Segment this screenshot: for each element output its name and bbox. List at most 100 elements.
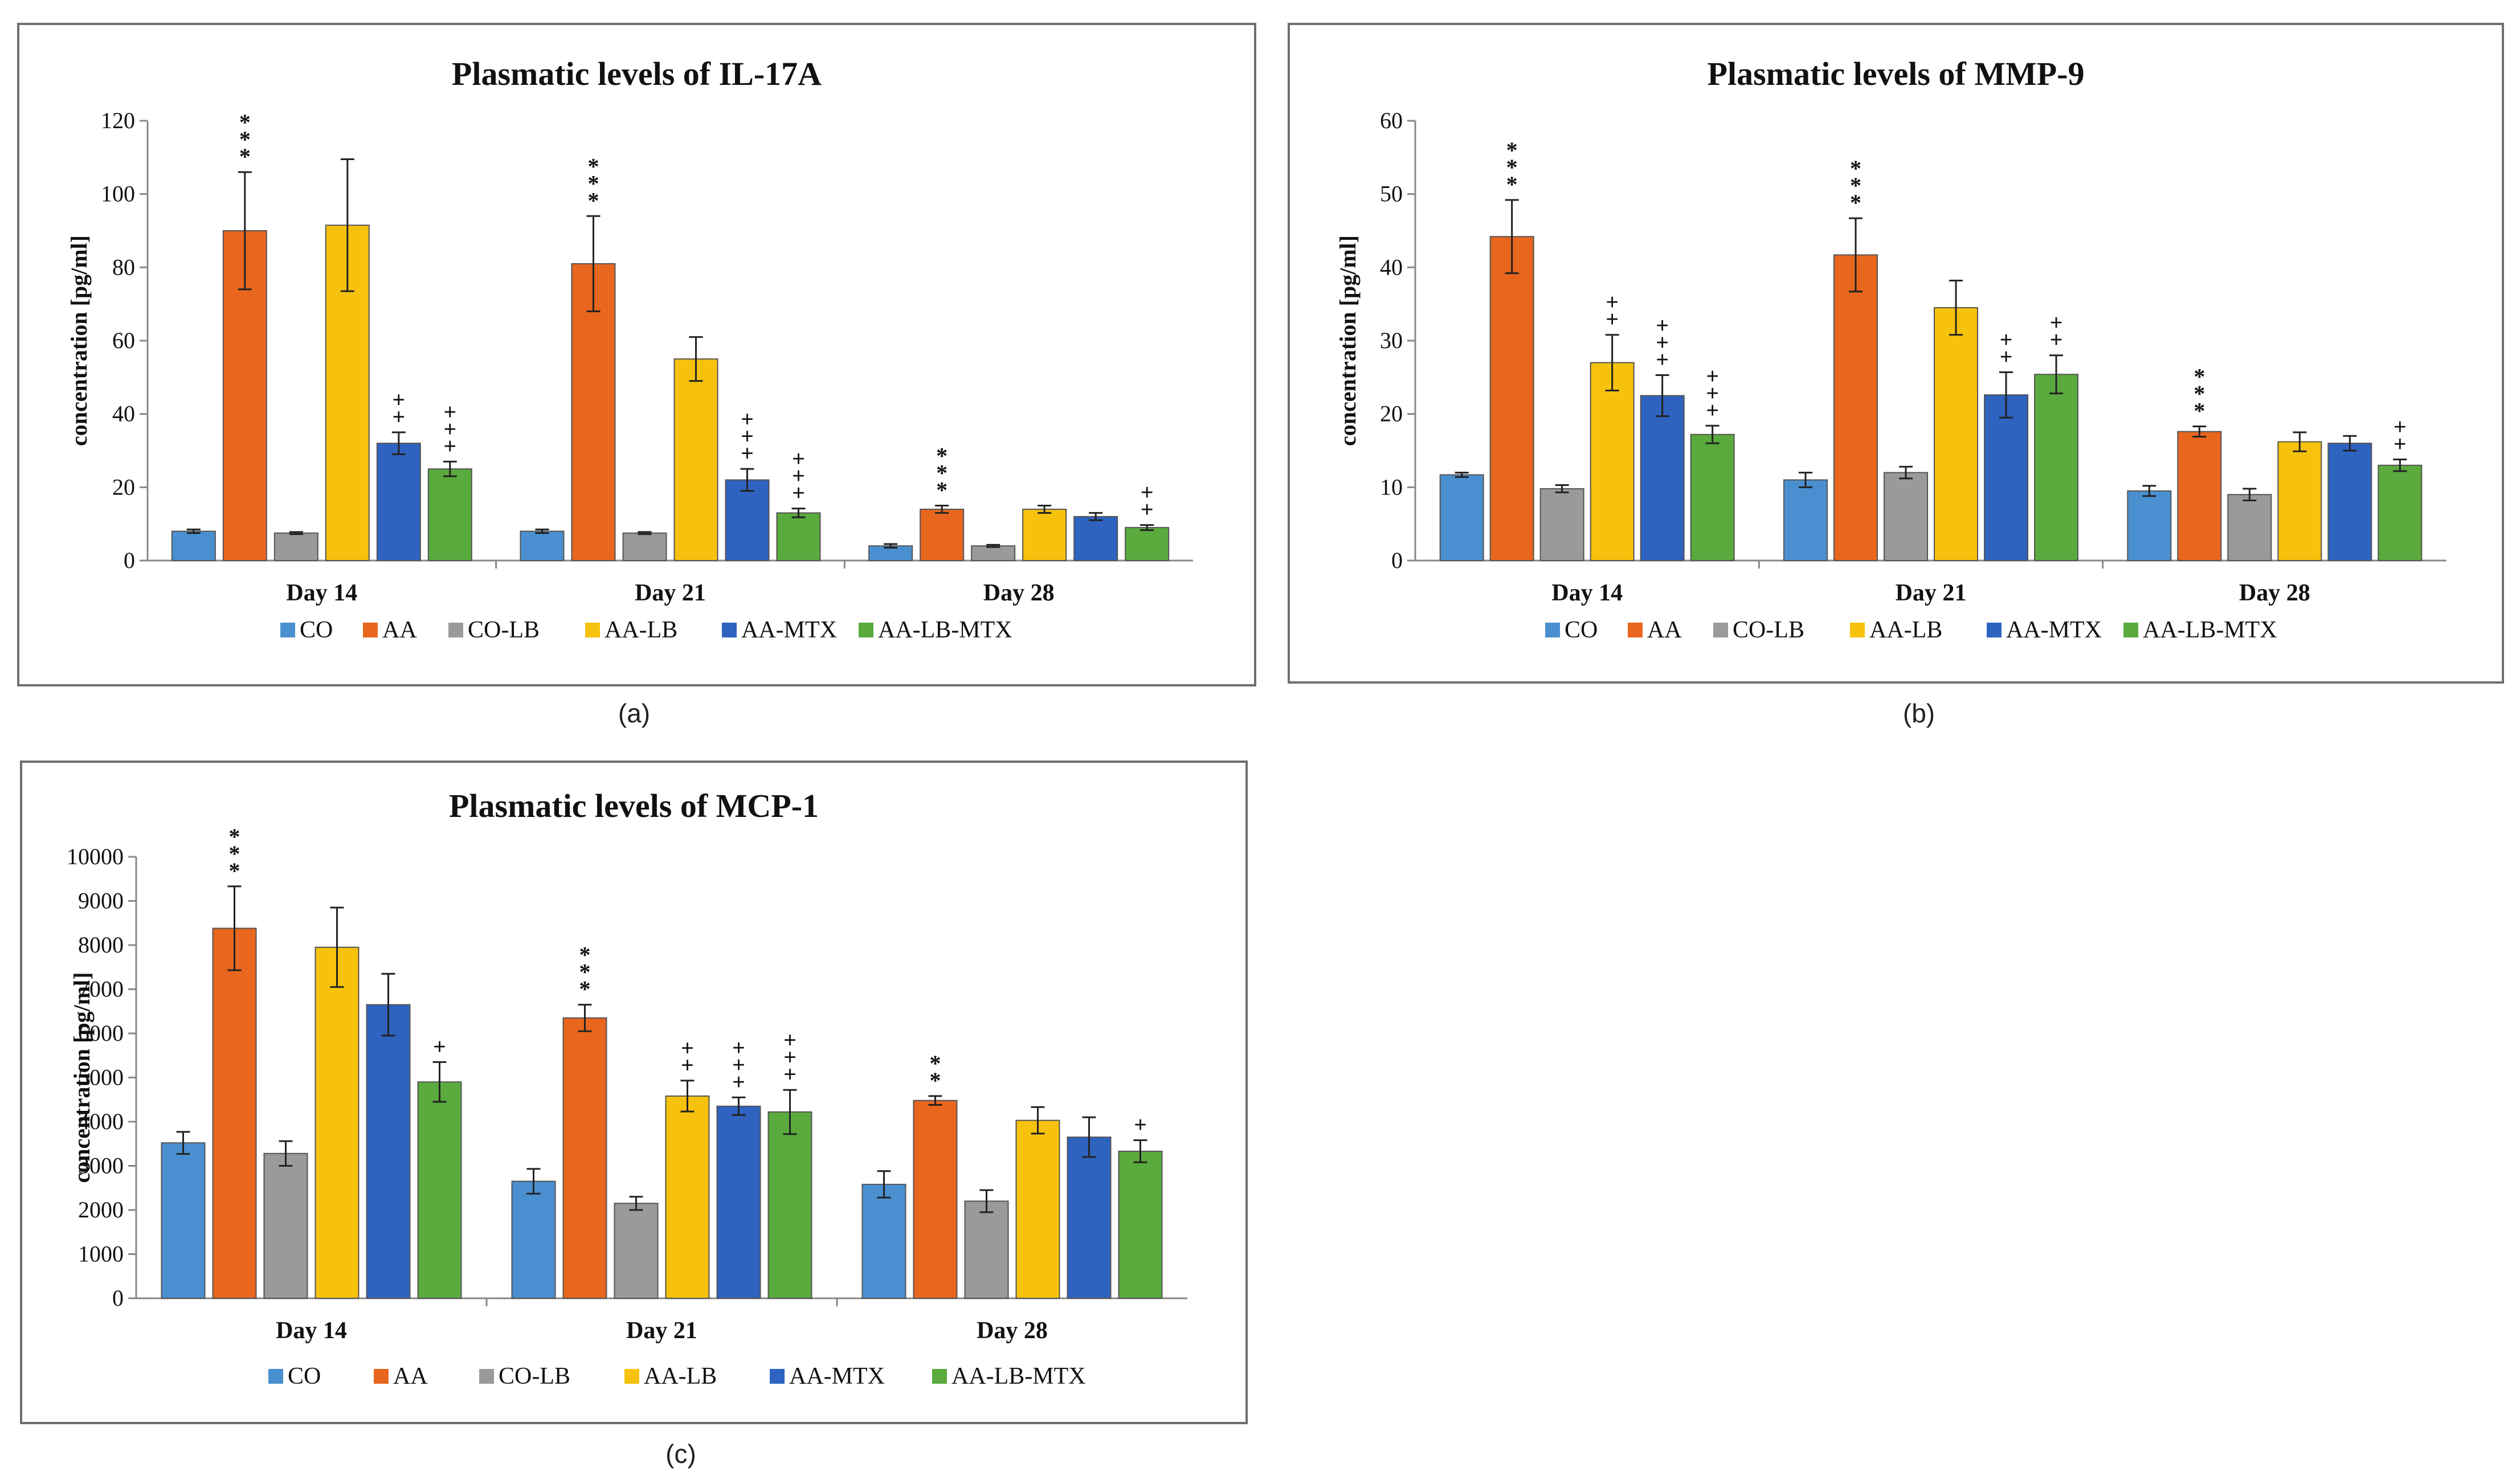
bar-aa-day-14 [212, 927, 257, 1299]
bar-co-lb-day-14 [1539, 488, 1584, 562]
significance-mark: * [239, 144, 251, 169]
y-axis-label: concentration [pg/ml] [1335, 235, 1361, 446]
legend-label-co: CO [1565, 617, 1598, 643]
y-tick-label: 8000 [78, 932, 124, 958]
significance-mark: * [930, 1068, 941, 1093]
chart-mmp9: Plasmatic levels of MMP-9 concentration [… [1335, 55, 2447, 643]
bar-aa-lb-mtx-day-21 [767, 1111, 812, 1299]
x-category-label: Day 14 [276, 1318, 347, 1344]
y-tick-label: 0 [124, 547, 135, 573]
bar-aa-lb-mtx-day-28 [1125, 527, 1170, 561]
y-tick-label: 6000 [78, 1020, 124, 1046]
significance-mark: + [732, 1069, 745, 1094]
significance-mark: * [229, 858, 240, 884]
bar-aa-mtx-day-21 [716, 1105, 761, 1299]
chart-title: Plasmatic levels of MMP-9 [1708, 55, 2085, 92]
significance-mark: + [741, 406, 754, 432]
legend-swatch-co [1545, 623, 1560, 637]
significance-mark: + [2394, 414, 2407, 439]
y-tick-label: 30 [1380, 328, 1403, 353]
bar-co-lb-day-14 [263, 1152, 308, 1299]
bar-aa-day-14 [1489, 236, 1534, 561]
significance-mark: * [1506, 171, 1518, 197]
y-tick-label: 20 [112, 474, 135, 500]
significance-mark: + [783, 1027, 797, 1053]
bar-aa-mtx-day-28 [1073, 516, 1118, 561]
y-tick-label: 5000 [78, 1065, 124, 1090]
significance-mark: * [1850, 156, 1861, 181]
legend-label-co-lb: CO-LB [499, 1363, 570, 1389]
y-tick-label: 50 [1380, 181, 1403, 207]
legend-label-aa: AA [393, 1363, 428, 1389]
legend-swatch-aa-lb-mtx [859, 623, 873, 637]
significance-mark: * [1506, 137, 1518, 163]
y-tick-label: 0 [1391, 547, 1403, 573]
legend-label-co: CO [300, 617, 333, 643]
significance-mark: + [681, 1035, 694, 1061]
bar-co-day-14 [1439, 474, 1484, 562]
y-tick-label: 60 [112, 328, 135, 353]
bar-aa-lb-mtx-day-28 [1118, 1150, 1163, 1299]
significance-mark: + [1656, 329, 1669, 355]
legend-swatch-aa-mtx [1987, 623, 2002, 637]
caption-b: (b) [1902, 698, 1935, 728]
bar-aa-lb-day-14 [1590, 362, 1635, 561]
y-tick-label: 1000 [78, 1241, 124, 1267]
legend-label-aa: AA [1647, 617, 1682, 643]
bar-aa-mtx-day-14 [376, 443, 421, 562]
significance-mark: + [2050, 310, 2063, 336]
significance-mark: * [229, 824, 240, 849]
legend-swatch-aa [363, 623, 378, 637]
bar-co-day-21 [1783, 479, 1828, 562]
significance-mark: + [2394, 431, 2407, 456]
y-tick-label: 40 [112, 401, 135, 427]
bar-aa-mtx-day-28 [2327, 443, 2372, 562]
legend-swatch-aa-lb [624, 1369, 639, 1384]
bar-co-lb-day-28 [2227, 494, 2272, 562]
significance-mark: * [930, 1050, 941, 1076]
chart-panel-mmp9: Plasmatic levels of MMP-9 concentration [… [1288, 23, 2504, 684]
y-tick-label: 9000 [78, 888, 124, 914]
significance-mark: * [239, 126, 251, 152]
bar-aa-day-21 [1833, 254, 1878, 561]
legend-label-aa-lb-mtx: AA-LB-MTX [2143, 617, 2277, 643]
significance-mark: + [392, 387, 405, 412]
bar-co-lb-day-21 [622, 532, 667, 561]
x-category-label: Day 21 [1896, 580, 1967, 606]
significance-mark: + [443, 399, 456, 424]
y-tick-label: 0 [112, 1285, 124, 1311]
bar-aa-day-28 [2177, 431, 2222, 562]
legend-swatch-co [280, 623, 295, 637]
x-category-label: Day 21 [635, 580, 706, 606]
legend-swatch-aa-mtx [722, 623, 737, 637]
significance-mark: * [579, 959, 591, 985]
bar-aa-lb-day-28 [1022, 508, 1067, 562]
y-tick-label: 100 [101, 181, 135, 207]
significance-mark: * [239, 109, 251, 135]
legend-swatch-co-lb [448, 623, 463, 637]
bar-aa-lb-day-14 [315, 946, 360, 1299]
y-tick-label: 20 [1380, 401, 1403, 427]
bar-co-lb-day-28 [964, 1200, 1009, 1299]
bar-aa-lb-mtx-day-14 [417, 1081, 462, 1299]
significance-mark: * [1850, 173, 1861, 198]
significance-mark: * [588, 170, 599, 196]
legend-label-co-lb: CO-LB [468, 617, 540, 643]
significance-mark: * [2194, 398, 2205, 424]
significance-mark: + [2000, 326, 2013, 352]
y-tick-label: 40 [1380, 254, 1403, 280]
legend-swatch-aa [374, 1369, 389, 1384]
significance-mark: + [392, 404, 405, 430]
significance-mark: * [1506, 154, 1518, 180]
legend-swatch-aa-lb-mtx [932, 1369, 947, 1384]
significance-mark: + [2000, 344, 2013, 369]
y-tick-label: 7000 [78, 976, 124, 1002]
legend-label-aa-lb: AA-LB [644, 1363, 717, 1389]
significance-mark: + [741, 423, 754, 449]
bar-aa-mtx-day-14 [366, 1004, 411, 1299]
legend-label-aa-lb: AA-LB [605, 617, 677, 643]
significance-mark: + [1656, 346, 1669, 372]
significance-mark: * [2194, 364, 2205, 390]
significance-mark: + [443, 416, 456, 441]
y-axis-label: concentration [pg/ml] [66, 235, 92, 446]
